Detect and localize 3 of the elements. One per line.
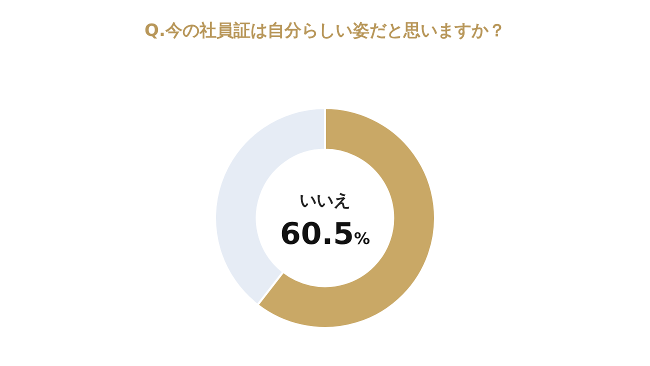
data-label: 60.5% [280,217,370,252]
chart-title: Q.今の社員証は自分らしい姿だと思いますか？ [144,21,506,41]
slice-label: いいえ [300,191,350,211]
